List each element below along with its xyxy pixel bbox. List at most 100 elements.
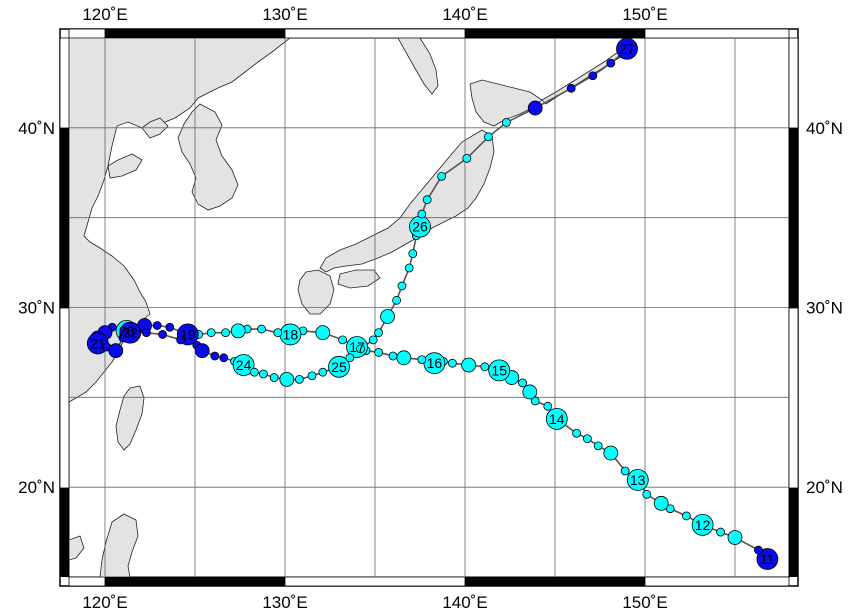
track-point bbox=[165, 322, 175, 332]
track-point bbox=[593, 441, 603, 451]
lat-label-right-40: 40˚N bbox=[806, 119, 843, 138]
lon-label-bottom-150: 150˚E bbox=[622, 593, 667, 612]
shandong-peninsula bbox=[107, 153, 143, 179]
track-point bbox=[716, 527, 725, 537]
day-label-27: 27 bbox=[619, 41, 635, 57]
lon-label-bottom-130: 130˚E bbox=[262, 593, 307, 612]
track-point bbox=[527, 100, 543, 116]
track-point bbox=[408, 249, 418, 259]
track-point bbox=[588, 71, 598, 81]
day-label-25: 25 bbox=[331, 359, 347, 375]
typhoon-track: 11 12 13 14 15 16 17 18 19 20 21 22 24 25 26 27 bbox=[86, 37, 779, 570]
track-point bbox=[279, 371, 295, 387]
day-label-26: 26 bbox=[412, 219, 428, 235]
track-point bbox=[642, 489, 652, 499]
track-point bbox=[230, 323, 246, 339]
track-point bbox=[210, 351, 220, 361]
track-point bbox=[417, 209, 427, 219]
track-point bbox=[374, 328, 384, 338]
track-point bbox=[269, 373, 279, 382]
lon-label-top-120: 120˚E bbox=[82, 5, 127, 24]
day-label-24: 24 bbox=[236, 357, 252, 373]
track-point bbox=[221, 328, 231, 338]
track-point bbox=[219, 353, 229, 363]
lon-label-top-150: 150˚E bbox=[622, 5, 667, 24]
track-point bbox=[501, 118, 511, 127]
track-point bbox=[522, 384, 538, 400]
track-point bbox=[158, 330, 168, 339]
track-point bbox=[258, 369, 268, 379]
track-point bbox=[447, 358, 457, 368]
track-point bbox=[392, 295, 402, 305]
track-point bbox=[518, 378, 527, 388]
track-point-day-22 bbox=[119, 321, 142, 344]
track-point bbox=[356, 344, 366, 354]
track-point bbox=[566, 83, 576, 93]
lon-label-top-140: 140˚E bbox=[442, 5, 487, 24]
graticule bbox=[69, 38, 789, 577]
sakhalin bbox=[397, 38, 439, 95]
track-point bbox=[583, 434, 592, 444]
track-point-day-11 bbox=[756, 548, 779, 570]
track-point bbox=[294, 374, 304, 384]
korea-peninsula bbox=[177, 103, 239, 211]
day-label-12: 12 bbox=[695, 517, 711, 533]
track-point bbox=[338, 335, 348, 345]
lon-label-top-130: 130˚E bbox=[262, 5, 307, 24]
track-point bbox=[480, 362, 490, 372]
track-point bbox=[682, 511, 691, 521]
lon-label-bottom-140: 140˚E bbox=[442, 593, 487, 612]
track-point bbox=[572, 428, 581, 438]
day-label-18: 18 bbox=[283, 326, 299, 342]
track-point bbox=[603, 445, 619, 461]
track-point bbox=[417, 355, 427, 365]
track-point bbox=[152, 321, 162, 330]
lat-label-left-20: 20˚N bbox=[18, 478, 55, 497]
track-point bbox=[141, 328, 151, 338]
track-point-day-15 bbox=[488, 359, 511, 382]
track-point bbox=[727, 530, 743, 545]
track-point bbox=[462, 153, 472, 163]
day-label-13: 13 bbox=[630, 472, 646, 488]
track-point bbox=[461, 357, 477, 373]
shikoku bbox=[337, 269, 381, 289]
track-point bbox=[249, 367, 259, 377]
day-label-15: 15 bbox=[491, 362, 507, 378]
day-label-11: 11 bbox=[760, 551, 775, 567]
lon-label-bottom-120: 120˚E bbox=[82, 593, 127, 612]
track-point bbox=[653, 495, 669, 511]
track-point bbox=[422, 195, 432, 205]
track-point bbox=[437, 171, 447, 181]
hokkaido bbox=[469, 79, 543, 127]
track-point bbox=[754, 545, 763, 555]
lat-label-right-30: 30˚N bbox=[806, 299, 843, 318]
track-point bbox=[176, 335, 186, 345]
track-point bbox=[206, 328, 216, 338]
lat-label-left-30: 30˚N bbox=[18, 299, 55, 318]
track-point bbox=[620, 466, 630, 476]
day-label-22: 22 bbox=[122, 325, 138, 341]
taiwan bbox=[115, 385, 145, 451]
day-label-20: 20 bbox=[119, 323, 135, 339]
track-point bbox=[388, 351, 398, 361]
track-point-day-24 bbox=[232, 354, 255, 376]
track-point bbox=[315, 325, 331, 341]
axis-tick-labels: 120˚E 120˚E 130˚E 130˚E 140˚E 140˚E 150˚E 150˚E… bbox=[18, 5, 843, 612]
track-point bbox=[368, 335, 378, 345]
track-point-day-13 bbox=[626, 469, 649, 491]
track-point-day-27 bbox=[616, 37, 638, 60]
track-point bbox=[307, 371, 317, 381]
track-point-day-12 bbox=[691, 513, 714, 536]
track-point bbox=[543, 401, 553, 411]
day-label-16: 16 bbox=[427, 355, 443, 371]
day-label-19: 19 bbox=[180, 326, 196, 342]
luzon bbox=[99, 513, 139, 577]
land-areas bbox=[69, 38, 623, 577]
track-point bbox=[194, 343, 210, 359]
track-point bbox=[396, 350, 412, 366]
track-point bbox=[606, 58, 616, 68]
honshu bbox=[319, 129, 495, 273]
lat-label-right-20: 20˚N bbox=[806, 478, 843, 497]
track-point bbox=[397, 281, 407, 291]
